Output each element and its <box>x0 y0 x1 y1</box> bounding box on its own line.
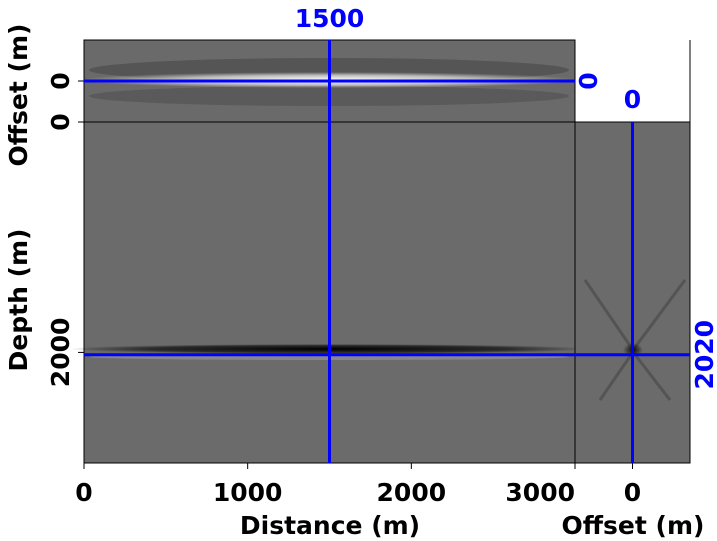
x-tick-label: 0 <box>75 478 92 507</box>
offset-tick-label: 0 <box>46 72 75 89</box>
y-axis-label: Depth (m) <box>4 229 33 372</box>
y-tick-label: 2000 <box>46 318 75 388</box>
offset-axis-label: Offset (m) <box>4 24 33 167</box>
crosshair-label: 1500 <box>295 4 365 33</box>
y-tick-label: 0 <box>46 113 75 130</box>
offset-tick-label: 0 <box>624 478 641 507</box>
offset-axis-label: Offset (m) <box>562 511 705 540</box>
image <box>69 40 690 463</box>
crosshair-label: 0 <box>624 85 641 114</box>
chart: Distance (m) Offset (m) Offset (m) Depth… <box>0 0 717 541</box>
x-tick-label: 3000 <box>505 478 575 507</box>
x-tick-label: 1000 <box>213 478 283 507</box>
crosshair-label: 0 <box>574 72 603 89</box>
crosshair-label: 2020 <box>690 320 717 390</box>
x-axis-label: Distance (m) <box>240 511 420 540</box>
x-tick-label: 2000 <box>377 478 447 507</box>
